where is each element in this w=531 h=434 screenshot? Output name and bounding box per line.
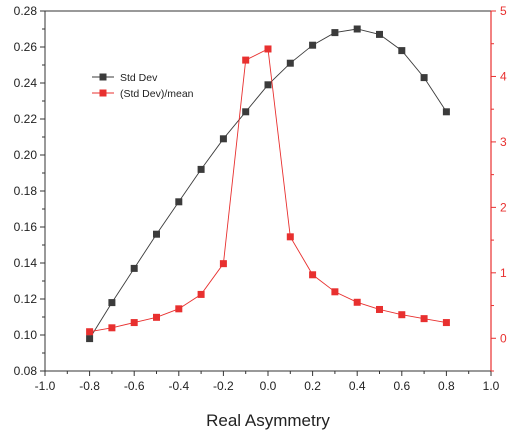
y-left-tick-label: 0.22 [14, 112, 38, 126]
series-1-point [108, 324, 116, 332]
x-tick-label: 0.6 [393, 379, 410, 393]
y-right-tick-label: 0 [500, 331, 507, 345]
x-axis: -1.0 -0.8 -0.6 -0.4 -0.2 0.0 0.2 0.4 0.6 0.8 1.0 [35, 371, 500, 393]
series-0-point [108, 299, 116, 307]
series-0-point [353, 25, 361, 33]
series-1-point [420, 315, 428, 323]
series-0-point [130, 264, 138, 272]
x-tick-label: -0.6 [124, 379, 145, 393]
x-tick-label: 0.8 [438, 379, 455, 393]
y-left-tick-label: 0.14 [14, 256, 38, 270]
legend-label: Std Dev [120, 72, 158, 84]
y-right-tick-label: 2 [500, 200, 507, 214]
x-tick-label: 1.0 [483, 379, 500, 393]
series-0-point [309, 41, 317, 49]
series-1-point [175, 305, 183, 313]
y-left-tick-label: 0.24 [14, 76, 38, 90]
x-tick-label: -0.4 [168, 379, 189, 393]
series-0-point [442, 108, 450, 116]
series-markers [86, 25, 450, 343]
y-left-tick-label: 0.10 [14, 328, 38, 342]
series-1-point [331, 288, 339, 296]
series-1-point [86, 328, 94, 336]
x-tick-label: 0.2 [304, 379, 321, 393]
series-0-point [242, 108, 250, 116]
series-1-point [197, 290, 205, 298]
y-left-tick-label: 0.12 [14, 292, 38, 306]
y-left-tick-label: 0.26 [14, 40, 38, 54]
series-1-point [442, 319, 450, 327]
legend-marker [99, 89, 107, 97]
series-0-point [86, 335, 94, 343]
series-1-point [398, 311, 406, 319]
series-1-point [153, 313, 160, 321]
y-right-tick-label: 5 [500, 4, 507, 18]
series-0-point [286, 59, 294, 67]
series-1-point [130, 319, 138, 327]
series-1-point [264, 45, 272, 53]
y-right-tick-label: 1 [500, 266, 507, 280]
series-0-point [420, 74, 428, 82]
x-tick-label: -0.8 [79, 379, 100, 393]
y-left-tick-label: 0.16 [14, 220, 38, 234]
series-0-point [197, 165, 205, 173]
x-tick-label: -1.0 [35, 379, 56, 393]
legend-marker [99, 73, 107, 81]
series-1-point [286, 233, 294, 241]
series-0-point [219, 135, 227, 143]
series-0-point [153, 230, 160, 238]
series-1-point [376, 305, 383, 313]
series-0-point [264, 81, 272, 89]
series-0-point [331, 29, 339, 37]
y-right-tick-label: 3 [500, 135, 507, 149]
series-1-point [242, 56, 250, 64]
y-axis-left: 0.08 0.10 0.12 0.14 0.16 0.18 0.20 0.22 0.24 0.26… [14, 4, 45, 378]
x-axis-label: Real Asymmetry [206, 411, 330, 430]
series-0-point [398, 47, 406, 55]
series-1-point [219, 260, 227, 268]
x-tick-label: -0.2 [213, 379, 234, 393]
legend-label: (Std Dev)/mean [120, 88, 194, 100]
y-left-tick-label: 0.20 [14, 148, 38, 162]
series-0-point [175, 198, 183, 206]
series-0-point [376, 30, 383, 38]
legend: Std Dev (Std Dev)/mean [92, 72, 194, 100]
y-left-tick-label: 0.28 [14, 4, 38, 18]
x-tick-label: 0.0 [260, 379, 277, 393]
y-left-tick-label: 0.08 [14, 364, 38, 378]
x-tick-label: 0.4 [349, 379, 366, 393]
y-right-tick-label: 4 [500, 69, 507, 83]
y-left-tick-label: 0.18 [14, 184, 38, 198]
series-1-point [353, 298, 361, 306]
y-axis-right: 0 1 2 3 4 5 [490, 4, 507, 372]
series-1-point [309, 271, 317, 279]
